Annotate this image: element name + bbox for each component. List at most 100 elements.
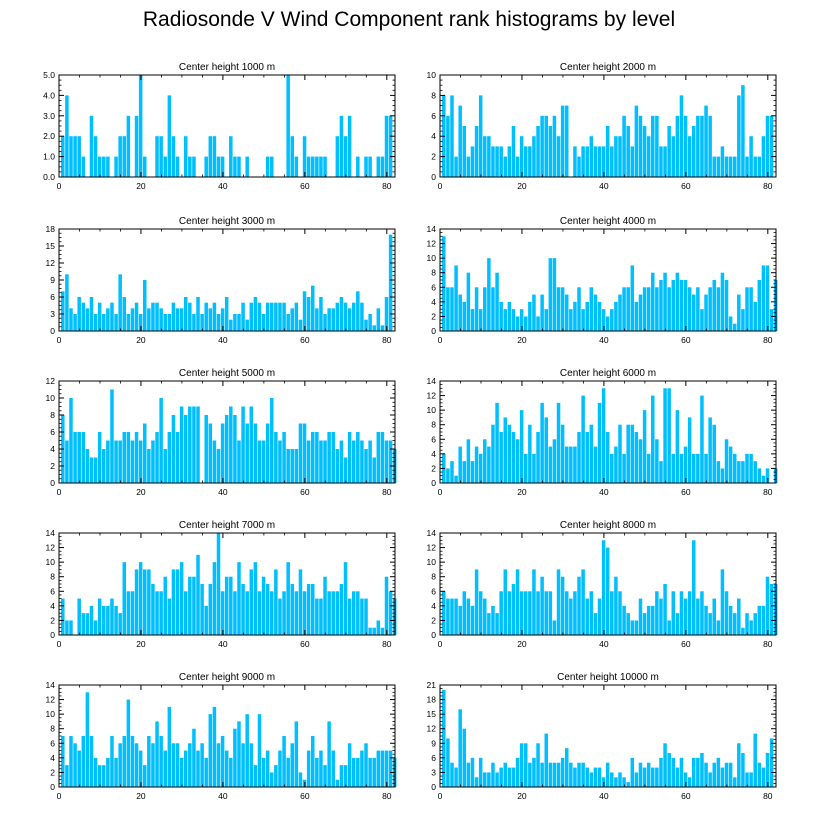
- histogram-bar: [118, 743, 122, 787]
- histogram-bar: [622, 453, 626, 483]
- histogram-bar: [704, 294, 708, 331]
- panel-4000m: Center height 4000 m 0 2 4 6 8 10 12 14 0 20 40 60 80: [427, 216, 778, 345]
- histogram-bar: [85, 613, 90, 635]
- histogram-bar: [474, 446, 479, 483]
- histogram-bar: [687, 591, 692, 635]
- histogram-bar: [356, 432, 360, 483]
- histogram-bar: [524, 453, 528, 483]
- histogram-bar: [380, 432, 385, 483]
- histogram-bar: [179, 757, 184, 787]
- histogram-bar: [569, 446, 573, 483]
- histogram-bar: [753, 301, 757, 331]
- histogram-bar: [515, 439, 520, 483]
- histogram-bar: [208, 308, 213, 331]
- histogram-bar: [675, 272, 680, 331]
- histogram-bar: [724, 591, 729, 635]
- histogram-bar: [573, 591, 577, 635]
- histogram-bar: [683, 115, 688, 177]
- histogram-bar: [765, 115, 770, 177]
- histogram-bar: [282, 302, 286, 331]
- histogram-bar: [581, 569, 585, 635]
- histogram-bar: [89, 736, 94, 787]
- histogram-bar: [487, 446, 491, 483]
- histogram-bar: [216, 743, 221, 787]
- histogram-bar: [212, 136, 217, 177]
- histogram-bar: [233, 415, 237, 483]
- x-tick-label: 40: [218, 487, 228, 497]
- histogram-bar: [601, 540, 606, 635]
- histogram-bar: [597, 301, 602, 331]
- histogram-bar: [655, 287, 659, 331]
- histogram-bar: [216, 449, 221, 483]
- histogram-bar: [323, 314, 327, 331]
- y-tick-label: 2.0: [43, 131, 55, 141]
- histogram-bar: [384, 115, 389, 177]
- histogram-bar: [138, 562, 143, 635]
- histogram-bar: [69, 620, 73, 635]
- histogram-bar: [93, 314, 98, 331]
- histogram-bar: [110, 598, 114, 635]
- histogram-bar: [585, 301, 589, 331]
- y-tick-label: 0: [50, 630, 55, 640]
- histogram-bar: [179, 562, 184, 635]
- histogram-bar: [577, 156, 581, 177]
- histogram-bar: [667, 287, 671, 331]
- histogram-bar: [622, 115, 626, 177]
- panel-6000m: Center height 6000 m 0 2 4 6 8 10 12 14 0 20 40 60 80: [427, 368, 778, 497]
- histogram-bar: [315, 598, 319, 635]
- histogram-bar: [368, 627, 372, 635]
- histogram-bar: [323, 765, 327, 787]
- histogram-bar: [605, 547, 610, 635]
- histogram-bar: [466, 156, 471, 177]
- histogram-bar: [122, 432, 127, 483]
- histogram-bar: [462, 301, 467, 331]
- x-tick-label: 20: [136, 181, 146, 191]
- histogram-bar: [503, 156, 508, 177]
- panel-title: Center height 4000 m: [560, 216, 656, 227]
- histogram-bar: [302, 136, 307, 177]
- histogram-bar: [282, 432, 286, 483]
- histogram-bar: [696, 115, 700, 177]
- y-tick-label: 10: [427, 405, 437, 415]
- histogram-bar: [753, 461, 757, 483]
- histogram-bar: [610, 772, 614, 787]
- y-tick-label: 1.0: [43, 152, 55, 162]
- histogram-bar: [265, 423, 270, 483]
- histogram-bar: [552, 258, 557, 331]
- histogram-bar: [130, 736, 135, 787]
- histogram-bar: [302, 591, 307, 635]
- histogram-bar: [286, 75, 290, 177]
- y-tick-label: 12: [427, 543, 437, 553]
- histogram-bar: [679, 453, 684, 483]
- panel-3000m: Center height 3000 m 0 3 6 9 12 15 18 0 20 40 60 80: [46, 216, 396, 345]
- histogram-bar: [769, 584, 774, 635]
- histogram-bar: [278, 598, 282, 635]
- histogram-bar: [757, 280, 762, 331]
- histogram-bar: [564, 748, 569, 787]
- y-tick-label: 10: [427, 70, 437, 80]
- panel-9000m: Center height 9000 m 0 2 4 6 8 10 12 14 0 20 40 60 80: [46, 672, 397, 801]
- histogram-bar: [388, 440, 393, 483]
- histogram-bar: [532, 569, 536, 635]
- histogram-bar: [85, 692, 90, 787]
- histogram-bar: [65, 274, 69, 331]
- y-tick-label: 3: [50, 309, 55, 319]
- histogram-bar: [651, 767, 655, 787]
- histogram-bar: [515, 757, 520, 787]
- histogram-bar: [167, 314, 172, 331]
- histogram-bar: [450, 598, 454, 635]
- histogram-bar: [634, 105, 639, 177]
- histogram-bar: [745, 613, 749, 635]
- y-tick-label: 14: [46, 528, 56, 538]
- histogram-bar: [544, 309, 548, 331]
- histogram-bar: [224, 415, 229, 483]
- histogram-bar: [192, 156, 196, 177]
- histogram-bar: [597, 146, 602, 177]
- histogram-bar: [741, 85, 745, 177]
- histogram-bar: [114, 314, 118, 331]
- histogram-bar: [155, 591, 159, 635]
- histogram-bar: [749, 287, 753, 331]
- histogram-bar: [167, 95, 172, 177]
- histogram-bar: [663, 388, 667, 483]
- histogram-bar: [720, 146, 725, 177]
